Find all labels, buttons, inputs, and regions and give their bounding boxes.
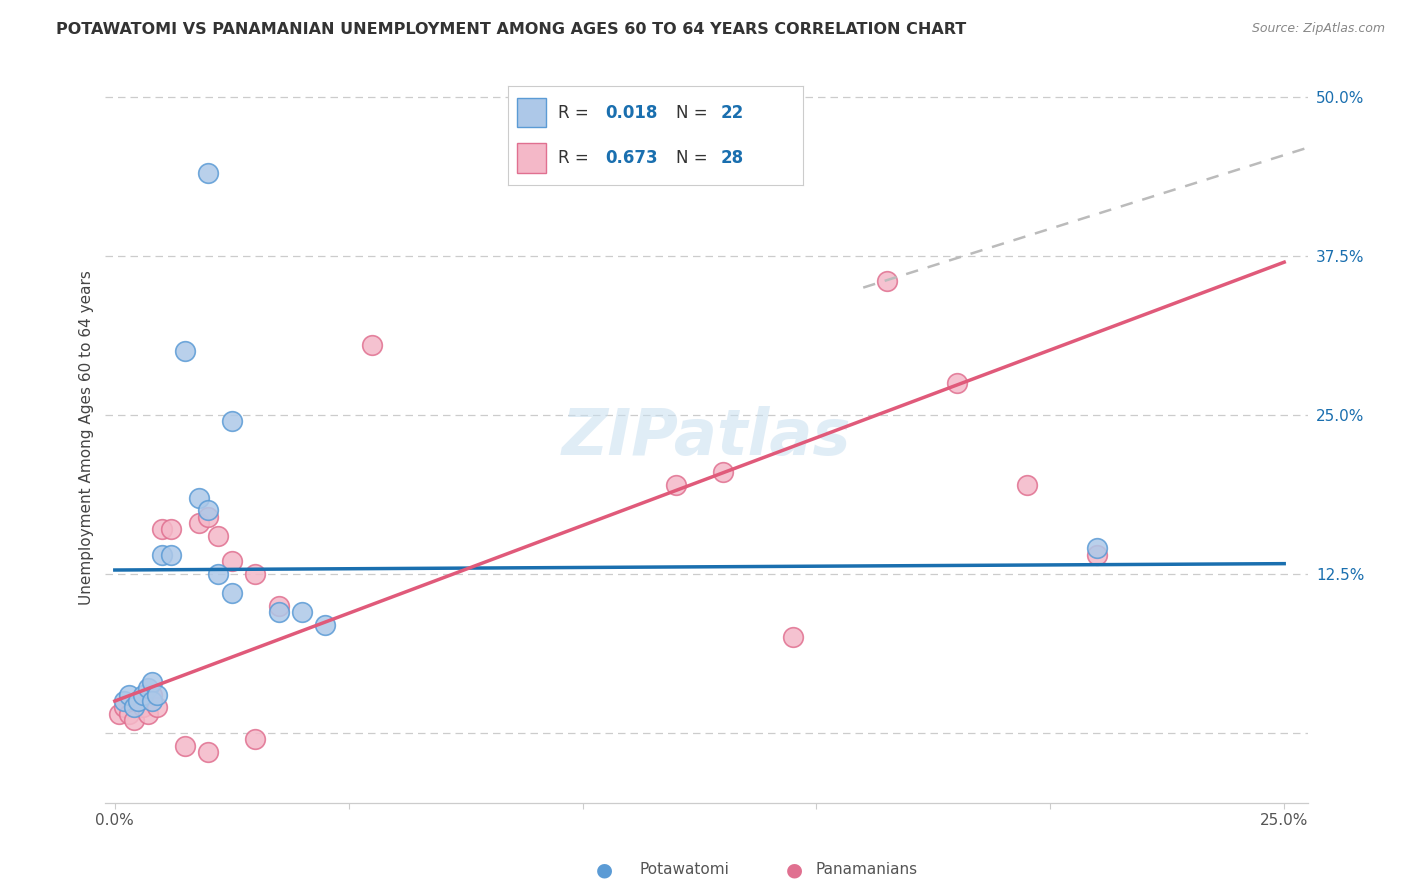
Point	[146, 700, 169, 714]
Text: Potawatomi: Potawatomi	[640, 863, 730, 877]
Point	[1015, 477, 1038, 491]
Point	[1085, 548, 1108, 562]
Point	[122, 700, 145, 714]
Point	[112, 694, 135, 708]
Point	[122, 713, 145, 727]
Point	[361, 338, 384, 352]
Point	[221, 554, 243, 568]
Point	[267, 605, 290, 619]
Point	[112, 700, 135, 714]
Text: ●: ●	[596, 860, 613, 880]
Point	[291, 605, 314, 619]
Point	[207, 529, 229, 543]
Point	[267, 599, 290, 613]
Point	[1085, 541, 1108, 556]
Point	[160, 522, 183, 536]
Point	[197, 509, 219, 524]
Point	[132, 688, 155, 702]
Point	[207, 566, 229, 581]
Point	[221, 586, 243, 600]
Point	[132, 700, 155, 714]
Point	[141, 688, 163, 702]
Point	[197, 503, 219, 517]
Point	[127, 694, 149, 708]
Text: ●: ●	[786, 860, 803, 880]
Point	[141, 675, 163, 690]
Point	[150, 522, 173, 536]
Point	[108, 706, 131, 721]
Y-axis label: Unemployment Among Ages 60 to 64 years: Unemployment Among Ages 60 to 64 years	[79, 269, 94, 605]
Text: POTAWATOMI VS PANAMANIAN UNEMPLOYMENT AMONG AGES 60 TO 64 YEARS CORRELATION CHAR: POTAWATOMI VS PANAMANIAN UNEMPLOYMENT AM…	[56, 22, 966, 37]
Point	[243, 732, 266, 747]
Point	[876, 274, 898, 288]
Point	[243, 566, 266, 581]
Point	[188, 491, 211, 505]
Point	[174, 344, 197, 359]
Point	[945, 376, 967, 390]
Point	[314, 617, 336, 632]
Text: Panamanians: Panamanians	[815, 863, 918, 877]
Point	[221, 414, 243, 428]
Point	[118, 688, 141, 702]
Point	[160, 548, 183, 562]
Point	[136, 706, 159, 721]
Point	[711, 465, 734, 479]
Point	[197, 745, 219, 759]
Point	[197, 166, 219, 180]
Point	[136, 681, 159, 696]
Point	[146, 688, 169, 702]
Point	[665, 477, 688, 491]
Text: Source: ZipAtlas.com: Source: ZipAtlas.com	[1251, 22, 1385, 36]
Point	[782, 631, 804, 645]
Point	[150, 548, 173, 562]
Point	[127, 694, 149, 708]
Point	[174, 739, 197, 753]
Point	[141, 694, 163, 708]
Point	[188, 516, 211, 530]
Point	[118, 706, 141, 721]
Text: ZIPatlas: ZIPatlas	[562, 406, 851, 468]
